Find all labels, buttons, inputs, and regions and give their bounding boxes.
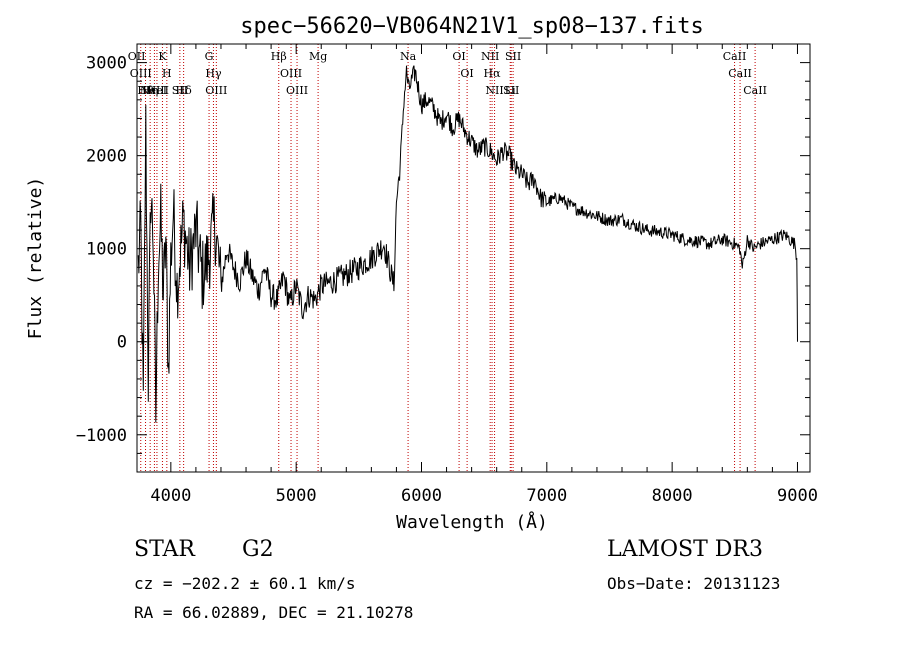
cz-value: cz = −202.2 ± 60.1 km/s xyxy=(134,574,356,593)
spectral-line-label: NII xyxy=(485,84,503,97)
x-tick-label: 7000 xyxy=(526,486,567,506)
x-tick-label: 9000 xyxy=(777,486,818,506)
x-tick-labels: 4000 5000 6000 7000 8000 9000 xyxy=(150,486,818,506)
x-axis-label: Wavelength (Å) xyxy=(396,511,548,533)
spectral-line-label: NII xyxy=(481,50,499,63)
spectral-line-label: G xyxy=(205,50,214,63)
spectral-line-label: H xyxy=(162,67,172,80)
spectral-line-label: Hα xyxy=(484,67,502,80)
coordinates: RA = 66.02889, DEC = 21.10278 xyxy=(134,603,414,622)
object-subclass: G2 xyxy=(242,537,274,562)
spectral-line-label: OIII xyxy=(205,84,227,97)
spectral-line-label: Hη xyxy=(142,84,158,97)
spectral-line-label: OI xyxy=(452,50,465,63)
plot-frame xyxy=(136,43,811,473)
object-class: STAR xyxy=(134,537,195,562)
x-tick-label: 4000 xyxy=(150,486,191,506)
x-tick-label: 5000 xyxy=(276,486,317,506)
spectral-line-label: CaII xyxy=(728,67,752,80)
spectral-line-label: SII xyxy=(503,84,519,97)
spectral-line-label: Hβ xyxy=(271,50,287,63)
y-tick-label: 1000 xyxy=(86,240,127,260)
y-tick-label: −1000 xyxy=(76,426,127,446)
spectral-line-label: HeI xyxy=(147,84,167,97)
chart-title: spec−56620−VB064N21V1_sp08−137.fits xyxy=(240,14,704,39)
survey-name: LAMOST DR3 xyxy=(607,537,763,562)
spectral-line-label: Hθ xyxy=(137,84,154,97)
obs-date: Obs−Date: 20131123 xyxy=(607,574,781,593)
spectral-line-label: Hδ xyxy=(176,84,193,97)
y-tick-label: 0 xyxy=(117,333,127,353)
y-tick-labels: −1000 0 1000 2000 3000 xyxy=(76,54,127,446)
spectral-line-label: OIII xyxy=(280,67,302,80)
spectral-line-label: K xyxy=(158,50,167,63)
spectral-line-label: Na xyxy=(400,50,417,63)
y-tick-label: 3000 xyxy=(86,54,127,74)
spectral-line-label: CaII xyxy=(723,50,747,63)
spectral-line-label: Li xyxy=(505,84,516,97)
spectral-line-label: Hγ xyxy=(205,67,222,80)
spectral-line-label: OIII xyxy=(286,84,308,97)
axis-ticks xyxy=(137,43,810,472)
spectral-line-labels: OIIOIIIHθHηNeIIIHeIKHSIIHδGHγOIIIHβOIIIO… xyxy=(128,50,767,97)
y-axis-label: Flux (relative) xyxy=(25,177,46,340)
spectral-line-label: SII xyxy=(172,84,188,97)
spectral-line-label: CaII xyxy=(743,84,767,97)
spectral-line-label: SII xyxy=(505,50,521,63)
x-tick-label: 8000 xyxy=(652,486,693,506)
spectral-line-markers xyxy=(137,44,756,472)
spectral-line-label: Mg xyxy=(309,50,327,63)
x-tick-label: 6000 xyxy=(401,486,442,506)
spectral-line-label: OIII xyxy=(130,67,152,80)
spectral-line-label: OI xyxy=(460,67,473,80)
spectrum-series-flux xyxy=(137,65,798,423)
y-tick-label: 2000 xyxy=(86,147,127,167)
spectral-line-label: NeIII xyxy=(140,84,169,97)
